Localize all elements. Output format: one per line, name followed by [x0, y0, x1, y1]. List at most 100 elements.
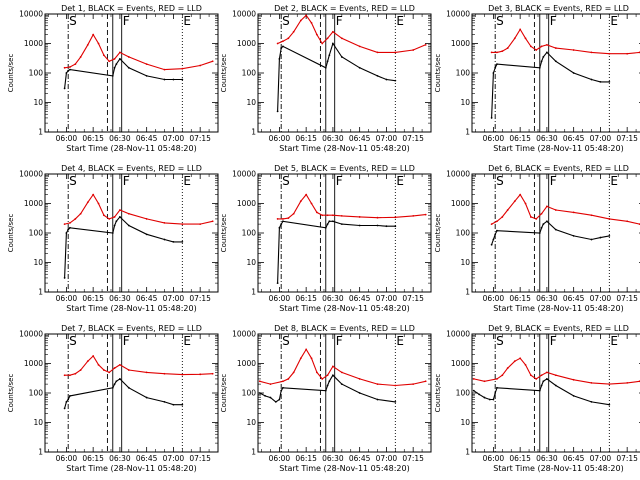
data-point-lld — [282, 40, 284, 43]
marker-label: E — [610, 174, 618, 188]
data-point-lld — [340, 371, 343, 374]
data-point-events — [278, 398, 281, 401]
x-tick-label: 07:00 — [163, 134, 185, 143]
y-tick-label: 1000 — [237, 359, 256, 368]
data-point-lld — [535, 378, 538, 380]
series-line-events — [64, 58, 183, 89]
data-point-events — [324, 66, 327, 69]
data-point-events — [115, 220, 118, 223]
plot-frame — [257, 173, 432, 293]
data-point-lld — [529, 45, 532, 48]
data-point-events — [332, 220, 334, 223]
data-point-events — [376, 398, 379, 401]
y-axis-label: Counts/sec — [434, 374, 442, 413]
data-point-events — [111, 232, 114, 234]
data-point-events — [181, 240, 184, 243]
data-point-lld — [299, 200, 302, 203]
data-point-events — [113, 66, 116, 69]
data-point-events — [538, 232, 541, 234]
data-point-events — [113, 383, 116, 386]
series-line-lld — [259, 348, 426, 387]
marker-label: E — [396, 334, 404, 348]
x-axis-label: Start Time (28-Nov-11 05:48:20) — [279, 304, 409, 313]
y-tick-label: 10000 — [19, 10, 43, 19]
data-point-events — [496, 229, 498, 232]
data-point-events — [494, 392, 497, 394]
data-point-events — [494, 233, 497, 236]
data-point-lld — [524, 202, 527, 205]
data-point-lld — [315, 211, 318, 214]
data-point-events — [181, 78, 184, 81]
data-point-lld — [92, 355, 95, 357]
data-point-events — [172, 78, 175, 81]
data-point-events — [276, 282, 279, 285]
x-tick-label: 07:00 — [590, 454, 612, 463]
data-point-lld — [292, 30, 295, 33]
data-point-lld — [86, 201, 89, 204]
data-point-lld — [394, 216, 397, 219]
x-tick-label: 06:30 — [322, 454, 344, 463]
data-point-events — [280, 47, 283, 49]
data-point-events — [340, 56, 343, 58]
marker-label: S — [282, 14, 290, 28]
marker-label: F — [550, 14, 557, 28]
data-point-lld — [506, 47, 509, 49]
x-tick-label: 07:15 — [616, 454, 638, 463]
data-point-events — [69, 226, 71, 229]
data-point-events — [572, 234, 575, 237]
panel-det-3: Det 3, BLACK = Events, RED = LLD 1 10 100 10… — [434, 4, 640, 153]
data-point-lld — [74, 372, 77, 375]
plot-frame — [471, 173, 640, 293]
x-tick-label: 06:30 — [536, 134, 558, 143]
x-tick-label: 06:30 — [322, 134, 344, 143]
data-point-lld — [181, 67, 184, 70]
data-point-lld — [127, 56, 130, 58]
data-point-lld — [310, 357, 313, 360]
data-point-lld — [608, 52, 611, 55]
data-point-lld — [376, 216, 379, 219]
data-point-events — [492, 72, 495, 74]
y-tick-label: 10000 — [232, 330, 256, 339]
data-point-lld — [282, 380, 284, 383]
data-point-events — [538, 389, 541, 392]
data-point-events — [127, 66, 130, 69]
data-point-lld — [63, 374, 66, 377]
x-tick-label: 06:00 — [269, 294, 291, 303]
data-point-events — [326, 384, 329, 387]
data-point-events — [258, 392, 261, 394]
y-tick-label: 1 — [465, 448, 470, 457]
data-point-events — [119, 216, 121, 218]
data-point-lld — [310, 21, 313, 24]
data-point-events — [546, 378, 548, 380]
data-point-events — [394, 79, 397, 82]
data-point-lld — [546, 43, 548, 46]
data-point-lld — [572, 49, 575, 51]
data-point-events — [269, 396, 272, 399]
series-line-events — [259, 374, 396, 403]
marker-label: F — [550, 334, 557, 348]
marker-label: F — [550, 174, 557, 188]
y-tick-label: 100 — [29, 229, 44, 238]
y-tick-label: 1000 — [237, 199, 256, 208]
data-point-lld — [113, 367, 116, 369]
data-point-lld — [92, 193, 95, 196]
data-point-events — [145, 396, 148, 399]
data-point-lld — [299, 19, 302, 22]
x-tick-label: 06:30 — [322, 294, 344, 303]
data-point-events — [69, 68, 71, 71]
data-point-events — [538, 66, 541, 69]
data-point-events — [67, 228, 70, 231]
data-point-lld — [590, 51, 593, 54]
data-point-lld — [519, 193, 522, 196]
panel-det-7: Det 7, BLACK = Events, RED = LLD 1 10 100 10… — [7, 324, 219, 473]
marker-label: F — [336, 174, 343, 188]
data-point-lld — [394, 384, 397, 387]
data-point-lld — [490, 223, 493, 226]
data-point-events — [328, 220, 331, 223]
marker-label: E — [610, 334, 618, 348]
data-point-lld — [424, 380, 427, 383]
data-point-lld — [145, 218, 148, 220]
data-point-lld — [376, 51, 379, 54]
x-tick-label: 07:15 — [616, 134, 638, 143]
